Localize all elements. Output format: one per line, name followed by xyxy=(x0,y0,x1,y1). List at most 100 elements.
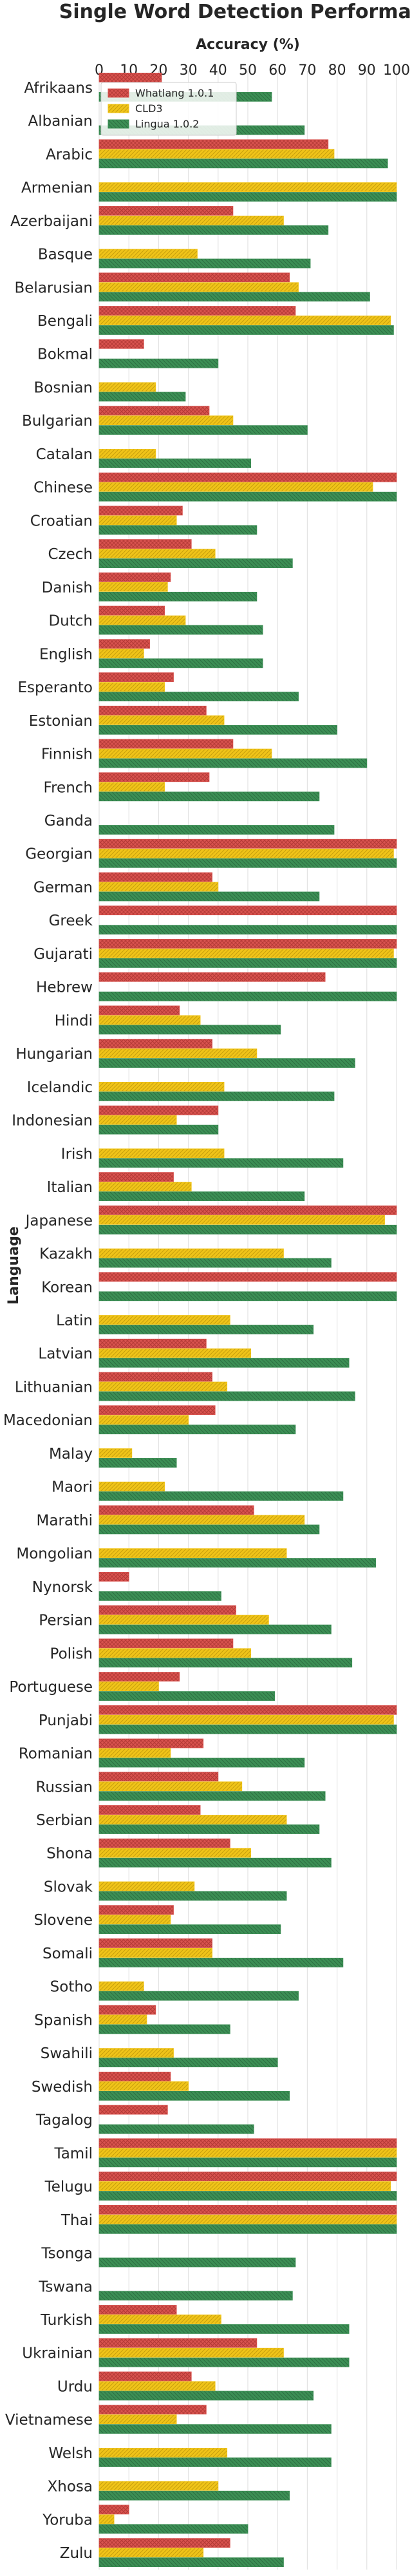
bar xyxy=(98,2381,216,2391)
bar xyxy=(98,715,225,725)
bar xyxy=(98,392,186,402)
x-tick-label: 90 xyxy=(358,62,376,79)
category-label: Xhosa xyxy=(48,2479,93,2496)
bar xyxy=(98,692,299,701)
bar xyxy=(98,1948,212,1958)
bar xyxy=(98,772,210,782)
bar xyxy=(98,1358,350,1368)
category-label: Azerbaijani xyxy=(10,213,93,230)
bar xyxy=(98,1648,252,1658)
category-label: Maori xyxy=(52,1479,93,1496)
legend-box xyxy=(100,82,237,136)
bar xyxy=(98,459,252,468)
bars xyxy=(98,72,397,2568)
bar xyxy=(98,192,397,202)
bar xyxy=(98,1005,180,1016)
bar xyxy=(98,1015,201,1025)
bar xyxy=(98,2148,397,2158)
bar xyxy=(98,925,397,935)
category-label: Albanian xyxy=(28,113,93,130)
bar xyxy=(98,705,207,715)
category-label: Bengali xyxy=(37,313,93,330)
category-label: Estonian xyxy=(29,713,93,730)
bar xyxy=(98,325,394,335)
bar xyxy=(98,1448,133,1458)
category-label: Arabic xyxy=(46,146,93,163)
bar xyxy=(98,572,171,582)
bar xyxy=(98,991,397,1001)
category-label: Danish xyxy=(42,580,93,596)
bar xyxy=(98,748,272,759)
category-label: Serbian xyxy=(36,1812,93,1829)
bar xyxy=(98,649,144,659)
category-label: Romanian xyxy=(19,1746,93,1763)
bar xyxy=(98,1415,189,1425)
category-label: Yoruba xyxy=(42,2512,93,2528)
bar xyxy=(98,1115,177,1125)
category-label: Korean xyxy=(41,1279,93,1296)
category-label: Urdu xyxy=(57,2378,93,2395)
bar xyxy=(98,1505,254,1515)
bar xyxy=(98,158,388,169)
bar xyxy=(98,1148,225,1159)
category-label: Turkish xyxy=(40,2312,93,2329)
bar xyxy=(98,2172,397,2181)
x-tick-label: 30 xyxy=(180,62,198,79)
bar xyxy=(98,282,299,292)
bar xyxy=(98,1591,221,1601)
bar xyxy=(98,2347,284,2358)
bar xyxy=(98,1048,258,1059)
bar xyxy=(98,1981,144,1991)
bar xyxy=(98,2448,228,2458)
bar xyxy=(98,506,183,516)
x-tick-label: 60 xyxy=(268,62,286,79)
category-label: Somali xyxy=(42,1946,93,1962)
bar xyxy=(98,1458,177,1468)
bar xyxy=(98,2490,290,2501)
bar xyxy=(98,2324,350,2334)
bar xyxy=(98,724,338,735)
bar xyxy=(98,2338,258,2348)
bar xyxy=(98,2138,397,2148)
category-label: Belarusian xyxy=(15,279,93,296)
category-label: Polish xyxy=(50,1645,93,1662)
category-label: Tagalog xyxy=(35,2112,93,2129)
bar xyxy=(98,1691,275,1701)
bar xyxy=(98,891,320,902)
category-label: Portuguese xyxy=(9,1679,93,1696)
bar xyxy=(98,2124,254,2134)
category-label: Swahili xyxy=(41,2045,93,2062)
bar xyxy=(98,1381,228,1392)
category-label: Malay xyxy=(49,1446,93,1463)
bar xyxy=(98,1757,305,1768)
category-label: Esperanto xyxy=(18,679,93,696)
bar xyxy=(98,1315,230,1325)
category-label: Nynorsk xyxy=(32,1579,93,1596)
bar xyxy=(98,1348,252,1358)
bar xyxy=(98,2315,221,2324)
category-label: Georgian xyxy=(25,846,93,863)
category-label: Slovak xyxy=(44,1879,93,1895)
bar xyxy=(98,2405,207,2415)
bar xyxy=(98,1791,326,1801)
bar xyxy=(98,1372,212,1382)
bar xyxy=(98,1848,252,1858)
category-label: Italian xyxy=(47,1179,93,1196)
bar xyxy=(98,1891,287,1901)
bar xyxy=(98,249,198,259)
bar xyxy=(98,1624,332,1634)
bar xyxy=(98,272,290,283)
bar xyxy=(98,1857,332,1868)
category-label: Hebrew xyxy=(36,980,93,996)
bar xyxy=(98,425,308,435)
bar xyxy=(98,1325,314,1334)
bar xyxy=(98,2257,296,2268)
bar xyxy=(98,2014,147,2025)
category-label: Shona xyxy=(46,1846,93,1862)
bar xyxy=(98,791,320,802)
x-tick-label: 100 xyxy=(383,62,410,79)
category-label: Telugu xyxy=(44,2179,93,2195)
category-label: Lithuanian xyxy=(15,1379,93,1396)
bar xyxy=(98,1958,344,1967)
bar xyxy=(98,625,263,635)
